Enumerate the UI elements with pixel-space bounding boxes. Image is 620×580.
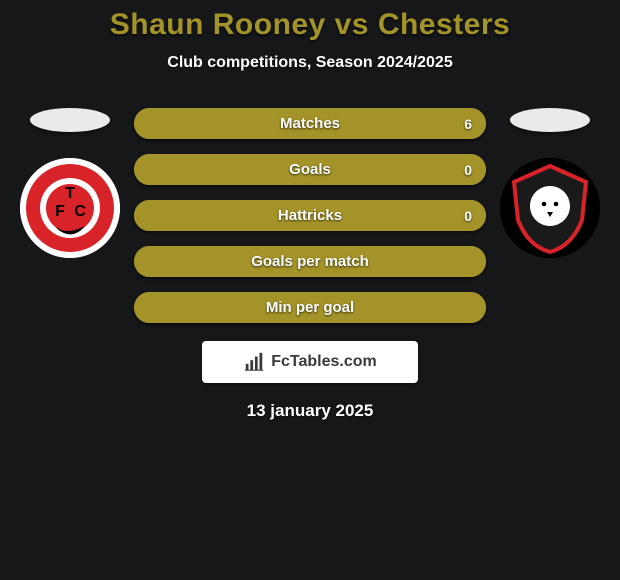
bar-chart-icon [243, 351, 265, 373]
stat-bar: Min per goal [134, 292, 486, 323]
page-title: Shaun Rooney vs Chesters [0, 0, 620, 42]
watermark-text: FcTables.com [271, 353, 377, 371]
stat-bar-label: Goals [289, 161, 331, 178]
left-marker-ellipse [30, 108, 110, 132]
stat-right-value: 6 [464, 116, 472, 132]
content-row: T F C Matches 6 Goals 0 Hattricks 0 Goals per … [0, 108, 620, 323]
svg-text:F: F [55, 203, 65, 220]
comparison-infographic: Shaun Rooney vs Chesters Club competitio… [0, 0, 620, 580]
svg-text:T: T [65, 185, 75, 202]
right-column [490, 108, 610, 258]
stat-right-value: 0 [464, 162, 472, 178]
stat-bar: Goals 0 [134, 154, 486, 185]
stat-bar-label: Matches [280, 115, 340, 132]
right-marker-ellipse [510, 108, 590, 132]
stat-right-value: 0 [464, 208, 472, 224]
watermark-badge: FcTables.com [202, 341, 418, 383]
fleetwood-crest-icon: T F C [20, 158, 120, 258]
right-team-logo [500, 158, 600, 258]
page-subtitle: Club competitions, Season 2024/2025 [0, 54, 620, 72]
stat-bar: Matches 6 [134, 108, 486, 139]
svg-text:C: C [74, 203, 86, 220]
left-team-logo: T F C [20, 158, 120, 258]
footer-date: 13 january 2025 [0, 401, 620, 421]
stat-bar: Goals per match [134, 246, 486, 277]
stat-bar: Hattricks 0 [134, 200, 486, 231]
stats-bars: Matches 6 Goals 0 Hattricks 0 Goals per match M… [130, 108, 490, 323]
stat-bar-label: Goals per match [251, 253, 369, 270]
left-column: T F C [10, 108, 130, 258]
salford-crest-icon [500, 158, 600, 258]
stat-bar-label: Hattricks [278, 207, 342, 224]
stat-bar-label: Min per goal [266, 299, 354, 316]
